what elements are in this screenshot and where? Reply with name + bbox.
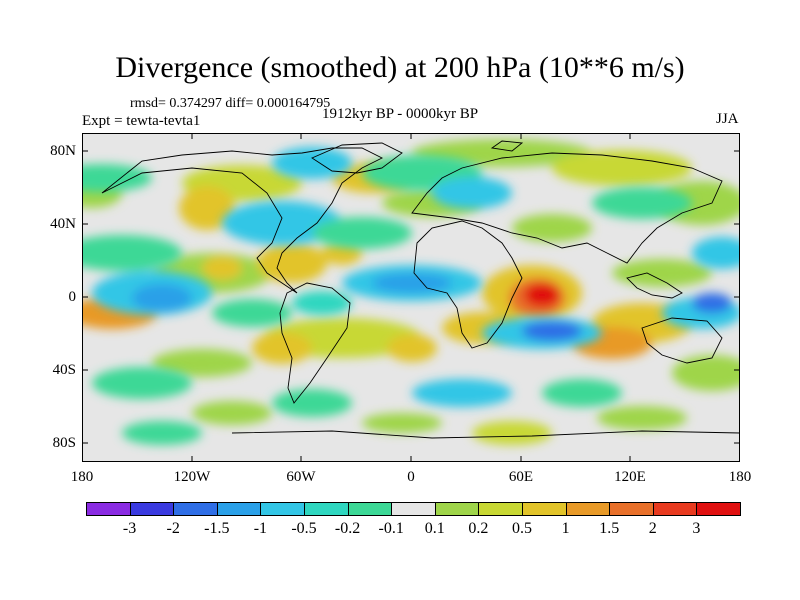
x-tick-60e: 60E (508, 469, 534, 485)
colorbar-label: -0.1 (378, 520, 404, 537)
y-tick-80n: 80N (50, 143, 76, 159)
colorbar-segment (216, 502, 262, 516)
colorbar-label: -0.5 (291, 520, 317, 537)
y-tick-40s: 40S (52, 362, 76, 378)
colorbar-label: 1.5 (599, 520, 620, 537)
colorbar-segment (434, 502, 480, 516)
colorbar-label: 0.1 (424, 520, 445, 537)
colorbar (86, 502, 741, 516)
colorbar-segment (86, 502, 131, 516)
x-tick-180-east: 180 (728, 469, 752, 485)
colorbar-segment (391, 502, 436, 516)
season-label: JJA (716, 111, 739, 127)
colorbar-label: -1.5 (204, 520, 230, 537)
colorbar-label: -3 (122, 520, 137, 537)
colorbar-segment (304, 502, 349, 516)
colorbar-segment (347, 502, 393, 516)
colorbar-label: -1 (253, 520, 268, 537)
colorbar-segment (565, 502, 611, 516)
x-tick-120w: 120W (173, 469, 211, 485)
colorbar-segment (652, 502, 698, 516)
x-tick-180-west: 180 (70, 469, 94, 485)
colorbar-segment (696, 502, 741, 516)
colorbar-segment (129, 502, 175, 516)
divergence-field (82, 133, 740, 462)
experiment-label: Expt = tewta-tevta1 (82, 113, 201, 129)
y-tick-80s: 80S (52, 435, 76, 451)
colorbar-segment (173, 502, 218, 516)
colorbar-label: 1 (561, 520, 570, 537)
colorbar-label: -2 (166, 520, 180, 537)
colorbar-label: -0.2 (334, 520, 361, 537)
colorbar-label: 0.2 (468, 520, 489, 537)
colorbar-segment (609, 502, 654, 516)
x-tick-60w: 60W (286, 469, 316, 485)
coastlines (101, 140, 740, 439)
colorbar-label: 3 (692, 520, 701, 537)
map-panel[interactable] (82, 133, 740, 462)
period-label: 1912kyr BP - 0000kyr BP (322, 106, 479, 122)
tick-marks (82, 133, 740, 462)
colorbar-segment (522, 502, 567, 516)
colorbar-segment (478, 502, 523, 516)
y-tick-40n: 40N (50, 216, 76, 232)
x-tick-0: 0 (407, 469, 415, 485)
x-tick-120e: 120E (614, 469, 646, 485)
y-tick-0: 0 (68, 289, 77, 305)
map-title: Divergence (smoothed) at 200 hPa (10**6 … (115, 51, 685, 84)
colorbar-label: 2 (648, 520, 657, 537)
colorbar-label: 0.5 (512, 520, 532, 537)
stats-text: rmsd= 0.374297 diff= 0.000164795 (130, 96, 331, 111)
colorbar-segment (260, 502, 305, 516)
